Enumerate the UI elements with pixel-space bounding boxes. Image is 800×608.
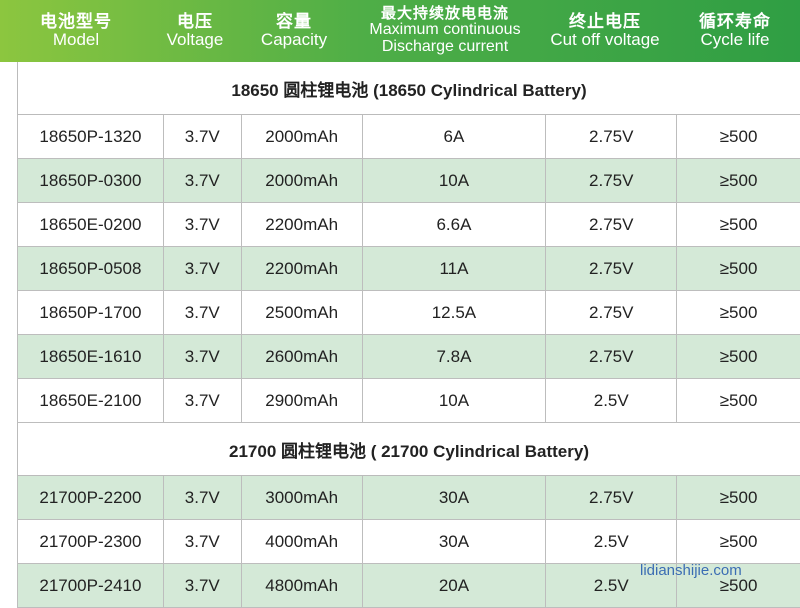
cell-voltage: 3.7V [164,291,242,334]
cell-capacity: 2900mAh [242,379,363,422]
cell-capacity: 2000mAh [242,115,363,158]
header-cutoff-zh: 终止电压 [569,12,641,32]
cell-cutoff: 2.75V [546,476,678,519]
cell-voltage: 3.7V [164,247,242,290]
header-cutoff: 终止电压 Cut off voltage [540,0,670,62]
cell-model: 18650E-1610 [18,335,164,378]
cell-capacity: 4800mAh [242,564,363,607]
cell-model: 18650E-0200 [18,203,164,246]
cell-cycle: ≥500 [719,346,758,366]
cell-cutoff: 2.5V [546,379,678,422]
cell-discharge: 10A [363,159,547,202]
cell-discharge: 6.6A [363,203,547,246]
header-model-en: Model [52,30,100,49]
cell-model: 18650E-2100 [18,379,164,422]
cell-cycle: ≥500 [719,487,758,507]
header-capacity-zh: 容量 [276,12,312,32]
table-row: 18650P-0300 3.7V 2000mAh 10A 2.75V ≥500 [17,159,800,203]
section-title-18650: 18650 圆柱锂电池 (18650 Cylindrical Battery) [17,62,800,115]
header-capacity-en: Capacity [260,30,328,49]
cell-capacity: 2200mAh [242,203,363,246]
cell-discharge: 30A [363,520,547,563]
cell-voltage: 3.7V [164,564,242,607]
watermark: lidianshijie.com [640,562,742,579]
cell-voltage: 3.7V [164,520,242,563]
cell-voltage: 3.7V [164,335,242,378]
cell-cutoff: 2.75V [546,335,678,378]
table-row: 18650P-1320 3.7V 2000mAh 6A 2.75V ≥500 [17,115,800,159]
header-voltage: 电压 Voltage [152,0,238,62]
cell-cycle: ≥500 [719,126,758,146]
header-cycle: 循环寿命 Cycle life [670,0,800,62]
cell-discharge: 11A [363,247,547,290]
cell-model: 21700P-2410 [18,564,164,607]
cell-cycle: ≥500 [719,531,758,551]
header-cycle-en: Cycle life [700,30,770,49]
cell-capacity: 4000mAh [242,520,363,563]
cell-model: 21700P-2200 [18,476,164,519]
cell-model: 21700P-2300 [18,520,164,563]
header-voltage-en: Voltage [166,30,224,49]
cell-cycle: ≥500 [719,390,758,410]
cell-voltage: 3.7V [164,115,242,158]
cell-voltage: 3.7V [164,379,242,422]
header-cutoff-en: Cut off voltage [550,30,660,49]
cell-discharge: 30A [363,476,547,519]
battery-spec-table: 18650 圆柱锂电池 (18650 Cylindrical Battery) … [17,62,800,608]
table-row: 18650E-2100 3.7V 2900mAh 10A 2.5V ≥500 [17,379,800,423]
header-model-zh: 电池型号 [40,12,112,32]
cell-cutoff: 2.75V [546,247,678,290]
header-discharge-en1: Maximum continuous [369,21,521,39]
cell-capacity: 2600mAh [242,335,363,378]
cell-discharge: 12.5A [363,291,547,334]
cell-model: 18650P-1700 [18,291,164,334]
cell-capacity: 2200mAh [242,247,363,290]
table-row: 21700P-2300 3.7V 4000mAh 30A 2.5V ≥500 [17,520,800,564]
cell-cycle: ≥500 [719,170,758,190]
header-capacity: 容量 Capacity [238,0,350,62]
cell-cutoff: 2.5V [546,564,678,607]
cell-cycle: ≥500 [719,302,758,322]
table-row: 18650E-0200 3.7V 2200mAh 6.6A 2.75V ≥500 [17,203,800,247]
header-cycle-zh: 循环寿命 [699,12,771,32]
cell-capacity: 2000mAh [242,159,363,202]
cell-cycle: ≥500 [719,258,758,278]
header-discharge: 最大持续放电电流 Maximum continuous Discharge cu… [350,0,540,62]
table-row: 21700P-2200 3.7V 3000mAh 30A 2.75V ≥500 [17,476,800,520]
table-row: 18650P-1700 3.7V 2500mAh 12.5A 2.75V ≥50… [17,291,800,335]
cell-cutoff: 2.75V [546,291,678,334]
cell-cutoff: 2.75V [546,203,678,246]
section-title-21700: 21700 圆柱锂电池 ( 21700 Cylindrical Battery) [17,423,800,476]
cell-cycle: ≥500 [719,214,758,234]
cell-discharge: 10A [363,379,547,422]
cell-model: 18650P-0300 [18,159,164,202]
cell-cutoff: 2.75V [546,159,678,202]
header-voltage-zh: 电压 [177,12,213,32]
table-header: 电池型号 Model 电压 Voltage 容量 Capacity 最大持续放电… [0,0,800,62]
cell-capacity: 3000mAh [242,476,363,519]
header-discharge-en2: Discharge current [381,37,509,55]
cell-model: 18650P-0508 [18,247,164,290]
table-row: 18650E-1610 3.7V 2600mAh 7.8A 2.75V ≥500 [17,335,800,379]
header-model: 电池型号 Model [0,0,152,62]
cell-voltage: 3.7V [164,476,242,519]
cell-model: 18650P-1320 [18,115,164,158]
cell-discharge: 7.8A [363,335,547,378]
cell-cutoff: 2.75V [546,115,678,158]
cell-discharge: 6A [363,115,547,158]
cell-voltage: 3.7V [164,203,242,246]
cell-voltage: 3.7V [164,159,242,202]
cell-discharge: 20A [363,564,547,607]
table-row: 21700P-2410 3.7V 4800mAh 20A 2.5V ≥500 [17,564,800,608]
cell-cutoff: 2.5V [546,520,678,563]
header-discharge-zh: 最大持续放电电流 [380,5,509,23]
cell-capacity: 2500mAh [242,291,363,334]
cell-cycle: ≥500 [719,575,758,595]
table-row: 18650P-0508 3.7V 2200mAh 11A 2.75V ≥500 [17,247,800,291]
